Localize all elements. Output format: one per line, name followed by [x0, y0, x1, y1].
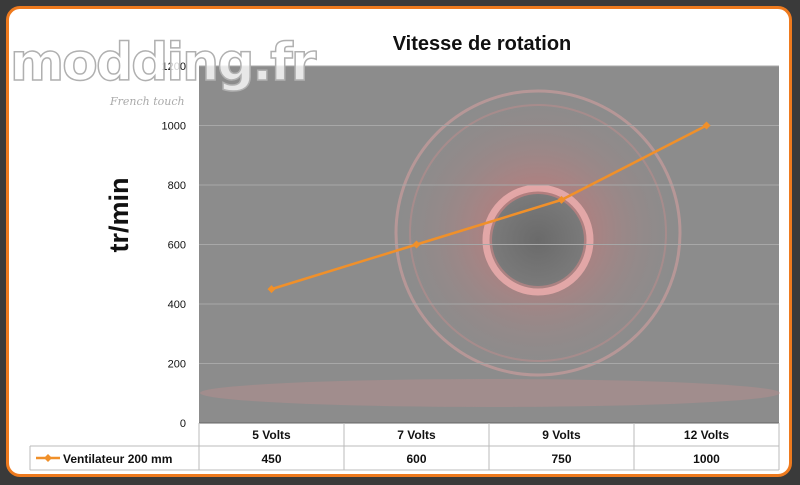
y-tick-label: 1200 [162, 61, 186, 73]
x-category-label: 7 Volts [397, 428, 436, 442]
data-point [267, 285, 276, 294]
chart-title: Vitesse de rotation [393, 33, 572, 55]
y-tick-label: 1000 [162, 121, 186, 133]
table-value-cell: 1000 [693, 452, 720, 466]
fan-ring-inner [409, 104, 667, 362]
x-category-label: 9 Volts [542, 428, 581, 442]
watermark-logo-text: modding.fr [10, 33, 317, 93]
series-line-layer [267, 121, 711, 294]
floor-reflection [200, 379, 780, 407]
y-tick-label: 600 [168, 240, 186, 252]
series-line [271, 124, 708, 291]
grid-lines [199, 65, 779, 424]
y-tick-labels: 0 200 400 600 800 1000 1200 [162, 61, 186, 430]
data-table: 5 Volts 7 Volts 9 Volts 12 Volts Ventilateur… [29, 423, 780, 471]
fan-ring-outer [394, 89, 682, 377]
data-point [557, 195, 566, 204]
y-tick-label: 400 [168, 299, 186, 311]
fan-hub-ring [482, 184, 594, 296]
table-value-cell: 750 [551, 452, 571, 466]
legend-series-name: Ventilateur 200 mm [63, 452, 172, 466]
table-value-cell: 600 [406, 452, 426, 466]
y-axis-label: tr/min [104, 177, 134, 252]
data-point [702, 121, 711, 130]
x-category-label: 12 Volts [684, 428, 729, 442]
y-tick-label: 800 [168, 180, 186, 192]
y-tick-label: 200 [168, 359, 186, 371]
watermark-logo: modding.fr French touch [9, 32, 319, 108]
fan-hub [492, 194, 584, 286]
table-value-cell: 450 [261, 452, 281, 466]
y-tick-label: 0 [180, 418, 186, 430]
legend-marker [44, 454, 52, 462]
watermark-tagline: French touch [109, 95, 185, 108]
data-point [412, 240, 421, 249]
x-category-label: 5 Volts [252, 428, 291, 442]
